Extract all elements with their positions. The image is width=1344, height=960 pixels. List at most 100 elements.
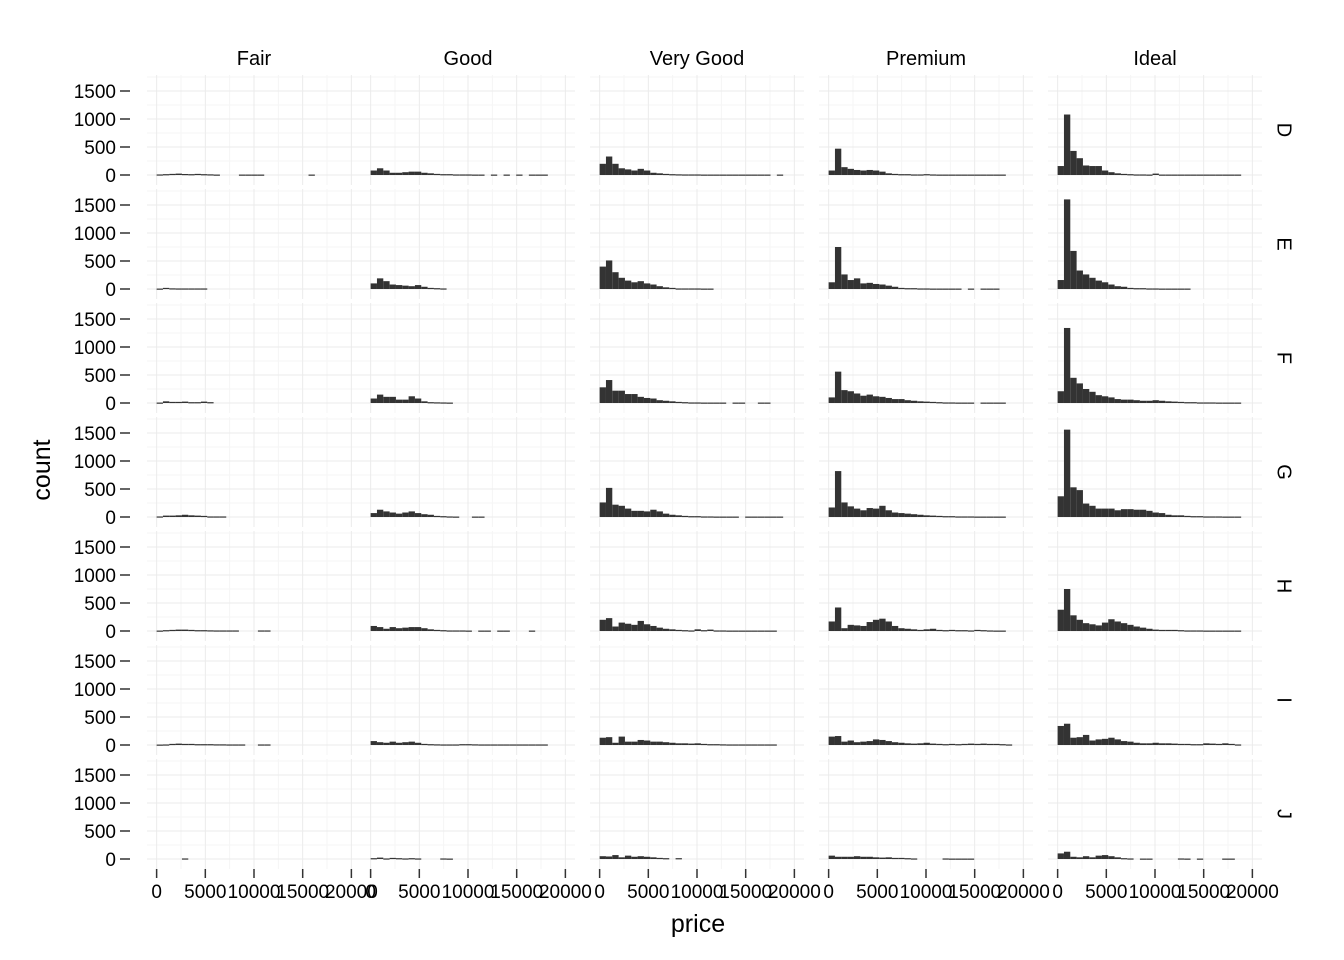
histogram-bar	[1108, 619, 1115, 631]
histogram-bar	[618, 390, 625, 403]
histogram-bar	[637, 856, 644, 859]
histogram-bar	[433, 629, 441, 632]
histogram-bar	[1171, 515, 1178, 517]
histogram-bar	[389, 741, 396, 745]
panel-j-premium	[819, 759, 1033, 869]
row-facet-label: H	[1273, 579, 1295, 593]
histogram-bar	[694, 288, 701, 290]
panel-d-good	[361, 75, 575, 185]
histogram-bar	[910, 400, 918, 403]
panel-g-very-good	[590, 417, 804, 527]
histogram-bar	[879, 396, 886, 403]
histogram-bar	[834, 148, 842, 175]
histogram-bar	[923, 629, 930, 631]
histogram-bar	[910, 629, 918, 631]
histogram-bar	[1165, 401, 1172, 403]
histogram-bar	[238, 174, 246, 176]
histogram-bar	[707, 629, 714, 631]
histogram-bar	[1120, 286, 1128, 289]
x-tick-label: 5000	[1085, 882, 1127, 903]
panel-j-ideal	[1048, 759, 1262, 869]
histogram-bar	[745, 516, 752, 518]
histogram-bar	[395, 285, 403, 289]
facet-strip-labels: Fair Good Very Good Premium Ideal D E F G H I J	[237, 48, 1295, 819]
histogram-bar	[853, 742, 861, 745]
histogram-bar	[694, 174, 701, 176]
histogram-bar	[745, 174, 752, 176]
histogram-bar	[1203, 743, 1210, 745]
histogram-bar	[1152, 512, 1159, 517]
panel-i-good	[361, 645, 575, 755]
histogram-bar	[866, 282, 873, 289]
histogram-bar	[841, 741, 848, 745]
histogram-bar	[757, 174, 765, 176]
histogram-bar	[440, 402, 447, 404]
histogram-bar	[395, 858, 403, 860]
panel-h-very-good	[590, 531, 804, 641]
histogram-bar	[860, 395, 867, 403]
histogram-bar	[465, 174, 472, 176]
histogram-bar	[1005, 744, 1013, 746]
panel-d-very-good	[590, 75, 804, 185]
histogram-bar	[986, 630, 994, 632]
panel-d-premium	[819, 75, 1033, 185]
column-facet-label: Very Good	[650, 48, 745, 70]
histogram-bar	[1184, 515, 1191, 518]
histogram-bar	[662, 287, 670, 289]
histogram-bar	[618, 857, 625, 859]
panel-g-good	[361, 417, 575, 527]
histogram-bar	[923, 401, 930, 403]
histogram-bar	[929, 288, 937, 290]
y-tick-label: 1500	[74, 766, 116, 787]
histogram-bar	[732, 630, 739, 632]
histogram-bar	[885, 621, 892, 631]
histogram-bar	[200, 515, 208, 518]
histogram-bar	[389, 396, 396, 403]
y-tick-label: 1000	[74, 110, 116, 131]
histogram-bar	[1196, 402, 1204, 404]
histogram-bar	[162, 174, 170, 176]
histogram-bar	[936, 629, 943, 632]
histogram-bar	[828, 621, 835, 631]
panel-g-fair	[147, 417, 361, 527]
histogram-bar	[1184, 288, 1191, 290]
row-facet-label: E	[1273, 237, 1295, 250]
histogram-bar	[1120, 509, 1128, 517]
histogram-bar	[433, 744, 441, 746]
histogram-bar	[860, 510, 867, 517]
histogram-bar	[207, 402, 214, 404]
histogram-bar	[1095, 625, 1102, 631]
histogram-bar	[308, 174, 315, 176]
histogram-bar	[866, 394, 873, 403]
histogram-bar	[923, 174, 930, 176]
panel-h-fair	[147, 531, 361, 641]
histogram-bar	[1076, 383, 1083, 403]
histogram-bar	[175, 288, 182, 290]
histogram-bar	[1108, 397, 1115, 403]
histogram-bar	[1089, 624, 1096, 631]
histogram-bar	[1114, 286, 1121, 289]
x-tick-label: 15000	[719, 882, 772, 903]
histogram-bar	[770, 516, 777, 518]
histogram-bar	[219, 630, 227, 632]
histogram-bar	[885, 857, 892, 859]
histogram-bars	[156, 114, 1242, 860]
histogram-bar	[175, 173, 182, 175]
histogram-bar	[181, 514, 189, 517]
histogram-bar	[624, 855, 632, 859]
histogram-bar	[376, 278, 384, 289]
histogram-bar	[637, 168, 644, 175]
histogram-bar	[1101, 622, 1109, 631]
histogram-bar	[656, 286, 663, 289]
histogram-bar	[834, 371, 842, 403]
histogram-bar	[370, 398, 377, 403]
histogram-bar	[383, 170, 390, 175]
histogram-bar	[967, 516, 975, 518]
histogram-bar	[669, 742, 676, 745]
histogram-bar	[936, 402, 943, 404]
histogram-bar	[459, 630, 466, 632]
histogram-bar	[974, 743, 981, 746]
histogram-bar	[967, 630, 975, 632]
panel-h-ideal	[1048, 531, 1262, 641]
histogram-bar	[1209, 402, 1216, 404]
